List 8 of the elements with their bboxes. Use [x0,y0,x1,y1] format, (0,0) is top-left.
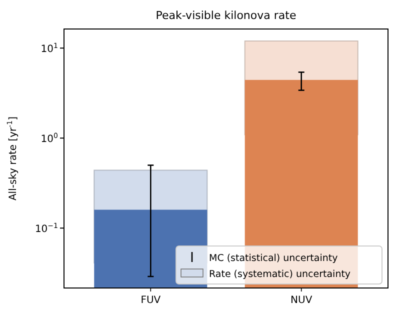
chart-title: Peak-visible kilonova rate [156,9,296,22]
series-label: MC (statistical) uncertainty [209,253,338,264]
y-tick-label: 10$^{0}$ [40,132,58,146]
x-tick-label: NUV [290,295,312,306]
y-tick-label: 10$^{1}$ [40,42,58,56]
y-tick-label: 10$^{−1}$ [34,222,58,236]
x-tick-label: FUV [140,295,161,306]
legend-label: Rate (systematic) uncertainty [209,269,351,280]
